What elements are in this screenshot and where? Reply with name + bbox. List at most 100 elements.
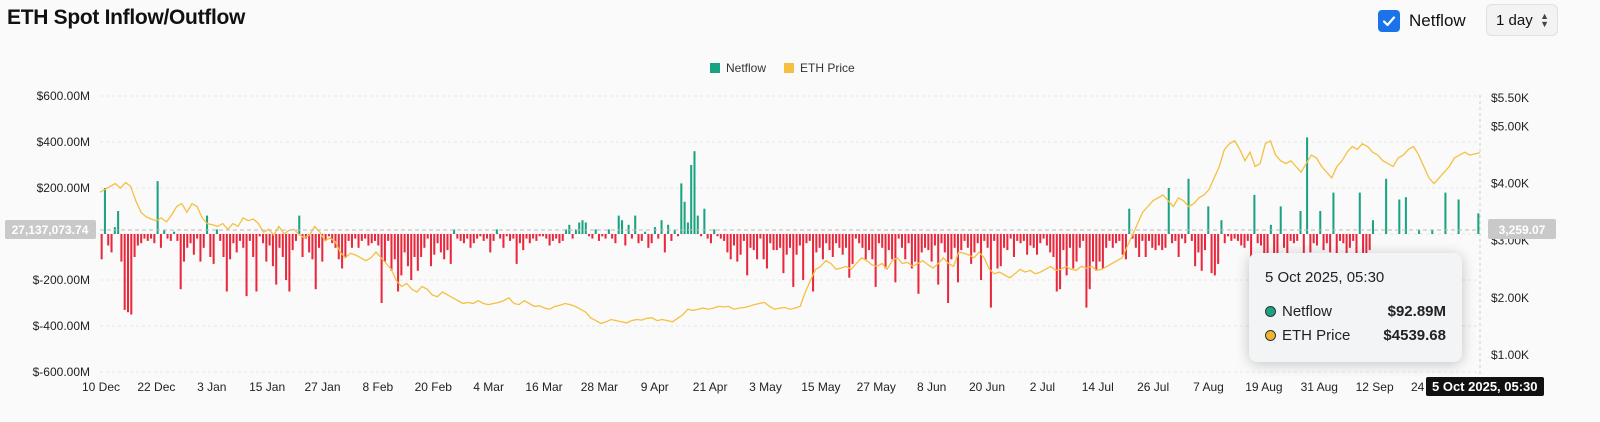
netflow-bar[interactable] — [364, 234, 367, 239]
netflow-bar[interactable] — [103, 188, 106, 234]
netflow-bar[interactable] — [808, 234, 811, 241]
netflow-bar[interactable] — [993, 234, 996, 241]
netflow-bar[interactable] — [117, 211, 120, 234]
netflow-bar[interactable] — [551, 234, 554, 241]
netflow-bar[interactable] — [726, 234, 729, 253]
netflow-bar[interactable] — [1167, 188, 1170, 234]
netflow-bar[interactable] — [271, 234, 274, 267]
netflow-bar[interactable] — [1217, 234, 1220, 264]
netflow-bar[interactable] — [209, 234, 212, 257]
netflow-bar[interactable] — [663, 234, 666, 253]
netflow-bar[interactable] — [344, 234, 347, 257]
netflow-bar[interactable] — [126, 234, 130, 313]
netflow-bar[interactable] — [1319, 211, 1322, 234]
netflow-bar[interactable] — [950, 234, 953, 260]
netflow-bar[interactable] — [677, 234, 680, 237]
netflow-bar[interactable] — [752, 234, 755, 251]
netflow-bar[interactable] — [354, 234, 357, 239]
netflow-bar[interactable] — [897, 234, 900, 239]
netflow-bar[interactable] — [792, 234, 795, 287]
netflow-bar[interactable] — [258, 234, 261, 237]
netflow-bar[interactable] — [1385, 178, 1388, 234]
netflow-bar[interactable] — [706, 234, 709, 239]
chart-legend[interactable]: Netflow ETH Price — [710, 61, 855, 75]
netflow-bar[interactable] — [199, 234, 202, 262]
netflow-bar[interactable] — [887, 234, 890, 251]
netflow-bar[interactable] — [627, 224, 630, 234]
netflow-bar[interactable] — [169, 234, 172, 241]
netflow-bar[interactable] — [788, 234, 792, 248]
netflow-bar[interactable] — [976, 234, 979, 244]
netflow-bar[interactable] — [1091, 234, 1095, 262]
netflow-bar[interactable] — [848, 234, 851, 278]
netflow-bar[interactable] — [1049, 234, 1052, 253]
netflow-checkbox[interactable] — [1378, 10, 1400, 32]
netflow-bar[interactable] — [238, 234, 241, 241]
netflow-bar[interactable] — [1283, 234, 1286, 248]
netflow-bar[interactable] — [1128, 208, 1131, 234]
netflow-bar[interactable] — [294, 234, 297, 241]
netflow-bar[interactable] — [443, 234, 446, 260]
netflow-bar[interactable] — [927, 234, 930, 251]
netflow-bar[interactable] — [812, 234, 815, 292]
netflow-bar[interactable] — [545, 234, 548, 239]
netflow-bar[interactable] — [1306, 137, 1309, 234]
netflow-bar[interactable] — [558, 234, 561, 244]
netflow-bar[interactable] — [1312, 234, 1315, 244]
netflow-bar[interactable] — [716, 234, 719, 237]
netflow-bar[interactable] — [983, 234, 986, 241]
netflow-bar[interactable] — [831, 234, 834, 257]
netflow-bar[interactable] — [1151, 234, 1154, 248]
netflow-bar[interactable] — [413, 234, 416, 257]
netflow-bar[interactable] — [1016, 234, 1019, 241]
netflow-bar[interactable] — [1342, 234, 1345, 244]
netflow-bar[interactable] — [1019, 234, 1022, 244]
netflow-bar[interactable] — [439, 234, 442, 253]
netflow-bar[interactable] — [476, 234, 479, 239]
netflow-bar[interactable] — [1200, 234, 1203, 271]
netflow-bar[interactable] — [1134, 234, 1137, 248]
netflow-bar[interactable] — [693, 151, 696, 234]
netflow-bar[interactable] — [242, 234, 245, 248]
netflow-bar[interactable] — [140, 234, 143, 244]
netflow-bar[interactable] — [947, 234, 950, 303]
netflow-bar[interactable] — [1006, 234, 1009, 251]
netflow-bar[interactable] — [163, 229, 166, 234]
netflow-bar[interactable] — [1362, 234, 1365, 269]
netflow-bar[interactable] — [604, 234, 607, 239]
netflow-bar[interactable] — [732, 234, 736, 246]
netflow-bar[interactable] — [1157, 234, 1160, 246]
netflow-bar[interactable] — [278, 234, 281, 248]
netflow-bar[interactable] — [262, 234, 265, 244]
netflow-bar[interactable] — [956, 234, 959, 283]
netflow-bar[interactable] — [795, 234, 798, 255]
netflow-bar[interactable] — [1256, 234, 1259, 244]
netflow-bar[interactable] — [973, 234, 976, 253]
netflow-bar[interactable] — [591, 234, 594, 239]
netflow-bar[interactable] — [304, 234, 307, 239]
netflow-bar[interactable] — [785, 234, 788, 255]
netflow-bar[interactable] — [1322, 234, 1325, 251]
netflow-bar[interactable] — [1022, 234, 1025, 241]
netflow-bar[interactable] — [308, 234, 311, 253]
netflow-bar[interactable] — [235, 234, 238, 253]
netflow-bar[interactable] — [1108, 234, 1111, 241]
netflow-bar[interactable] — [805, 234, 808, 244]
netflow-bar[interactable] — [469, 234, 472, 248]
netflow-bar[interactable] — [660, 220, 663, 234]
netflow-bar[interactable] — [1240, 234, 1243, 246]
netflow-bar[interactable] — [1075, 234, 1078, 262]
netflow-bar[interactable] — [377, 234, 380, 246]
netflow-bar[interactable] — [858, 234, 861, 244]
netflow-bar[interactable] — [192, 234, 195, 255]
netflow-bar[interactable] — [281, 234, 284, 257]
netflow-bar[interactable] — [179, 234, 182, 290]
netflow-bar[interactable] — [1236, 234, 1239, 241]
netflow-bar[interactable] — [143, 234, 146, 239]
netflow-bar[interactable] — [1253, 194, 1256, 234]
netflow-bar[interactable] — [509, 234, 512, 241]
netflow-bar[interactable] — [1118, 234, 1121, 241]
netflow-bar[interactable] — [232, 234, 235, 244]
netflow-bar[interactable] — [1230, 234, 1233, 241]
netflow-bar[interactable] — [910, 234, 913, 269]
